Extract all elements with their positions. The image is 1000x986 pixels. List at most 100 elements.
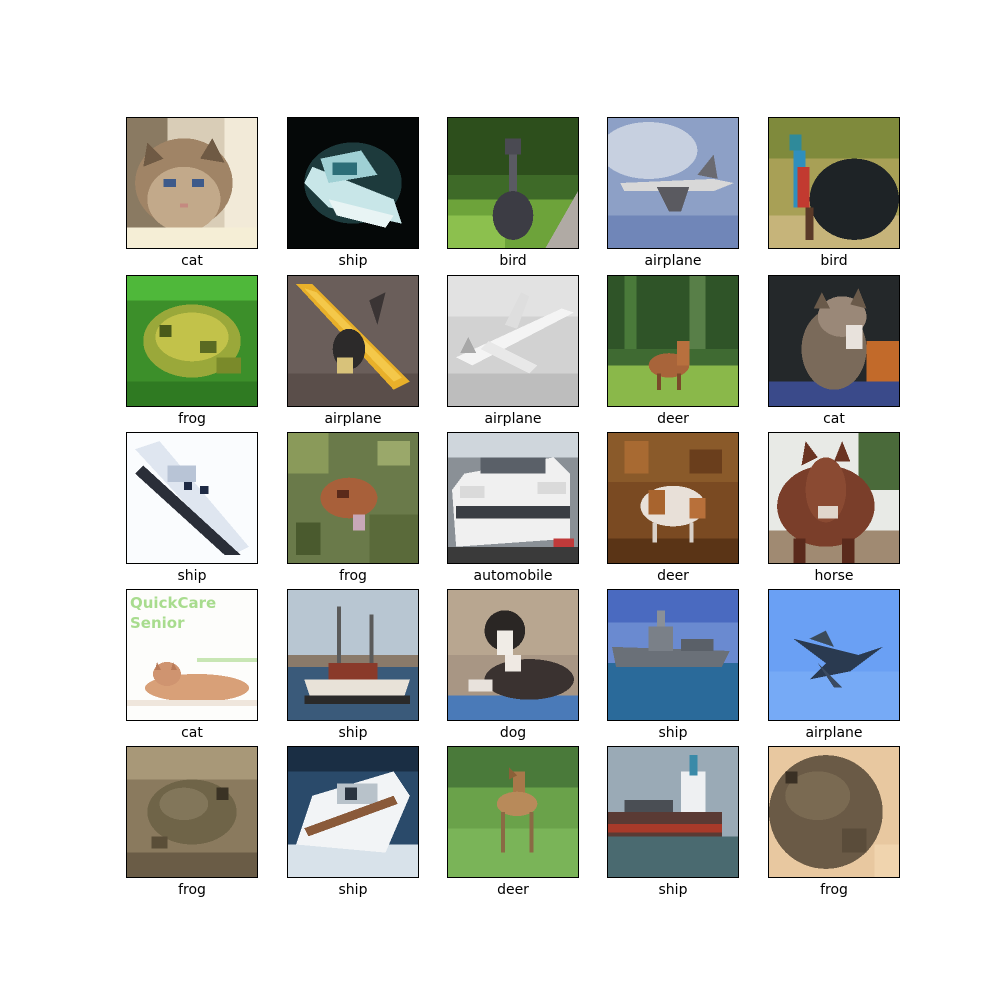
image-thumbnail	[126, 746, 258, 878]
image-thumbnail	[768, 117, 900, 249]
image-cell: deer	[607, 432, 739, 592]
white-car-photo	[448, 433, 578, 563]
image-label: airplane	[805, 725, 863, 741]
image-label: ship	[177, 568, 207, 584]
cassowary-photo	[769, 118, 899, 248]
image-thumbnail	[447, 746, 579, 878]
fawn-grass-photo	[448, 747, 578, 877]
image-thumbnail	[607, 117, 739, 249]
warship-photo	[608, 590, 738, 720]
speedboat-photo	[288, 747, 418, 877]
image-thumbnail	[768, 275, 900, 407]
dog-lying-photo	[448, 590, 578, 720]
ad-text-line-1: QuickCare	[130, 594, 216, 612]
jet-sky-photo	[608, 118, 738, 248]
image-thumbnail	[126, 117, 258, 249]
image-cell: airplane	[607, 117, 739, 277]
image-cell: bird	[447, 117, 579, 277]
brown-toad-photo	[127, 747, 257, 877]
image-cell: dog	[447, 589, 579, 749]
frog-leaves-photo	[288, 433, 418, 563]
image-label: cat	[823, 411, 845, 427]
image-label: deer	[657, 411, 689, 427]
image-label: airplane	[484, 411, 542, 427]
jet-blue-sky-photo	[769, 590, 899, 720]
image-cell: bird	[768, 117, 900, 277]
image-label: ship	[658, 882, 688, 898]
ostrich-photo	[448, 118, 578, 248]
grey-airliner-photo	[448, 276, 578, 406]
image-thumbnail	[607, 275, 739, 407]
image-cell: frog	[287, 432, 419, 592]
image-cell: frog	[768, 746, 900, 906]
image-label: frog	[820, 882, 848, 898]
image-thumbnail	[607, 432, 739, 564]
image-thumbnail	[607, 589, 739, 721]
image-thumbnail	[287, 746, 419, 878]
image-cell: frog	[126, 746, 258, 906]
image-cell: horse	[768, 432, 900, 592]
image-cell: QuickCare Senior cat	[126, 589, 258, 749]
image-cell: airplane	[447, 275, 579, 435]
image-thumbnail	[447, 275, 579, 407]
image-thumbnail	[447, 432, 579, 564]
yellow-plane-photo	[288, 276, 418, 406]
image-label: airplane	[324, 411, 382, 427]
image-label: frog	[339, 568, 367, 584]
image-thumbnail	[768, 589, 900, 721]
image-label: ship	[338, 882, 368, 898]
deer-brown-photo	[608, 433, 738, 563]
cat-dark-photo	[769, 276, 899, 406]
boat-photo	[288, 118, 418, 248]
image-cell: ship	[607, 746, 739, 906]
cargo-ship-photo	[608, 747, 738, 877]
image-label: ship	[338, 253, 368, 269]
image-thumbnail	[126, 432, 258, 564]
image-thumbnail	[287, 432, 419, 564]
horse-photo	[769, 433, 899, 563]
image-cell: automobile	[447, 432, 579, 592]
ad-text-line-2: Senior	[130, 614, 185, 632]
image-label: deer	[657, 568, 689, 584]
harbor-boat-photo	[288, 590, 418, 720]
image-thumbnail	[768, 432, 900, 564]
image-thumbnail	[768, 746, 900, 878]
image-thumbnail	[607, 746, 739, 878]
deer-forest-photo	[608, 276, 738, 406]
image-label: frog	[178, 411, 206, 427]
image-thumbnail	[126, 275, 258, 407]
image-cell: frog	[126, 275, 258, 435]
image-cell: airplane	[768, 589, 900, 749]
image-cell: cat	[126, 117, 258, 277]
image-label: deer	[497, 882, 529, 898]
image-label: ship	[338, 725, 368, 741]
image-label: airplane	[644, 253, 702, 269]
image-cell: ship	[126, 432, 258, 592]
image-thumbnail: QuickCare Senior	[126, 589, 258, 721]
image-label: bird	[820, 253, 848, 269]
image-cell: ship	[287, 117, 419, 277]
image-label: bird	[499, 253, 527, 269]
image-cell: ship	[287, 746, 419, 906]
white-boat-photo	[127, 433, 257, 563]
image-thumbnail	[447, 117, 579, 249]
toad-closeup-photo	[769, 747, 899, 877]
image-cell: airplane	[287, 275, 419, 435]
image-label: frog	[178, 882, 206, 898]
kitten-photo	[127, 118, 257, 248]
image-label: dog	[499, 725, 527, 741]
green-frog-photo	[127, 276, 257, 406]
image-label: cat	[181, 253, 203, 269]
image-label: horse	[814, 568, 854, 584]
image-thumbnail	[287, 275, 419, 407]
image-label: automobile	[473, 568, 553, 584]
image-cell: ship	[287, 589, 419, 749]
image-thumbnail	[447, 589, 579, 721]
image-label: ship	[658, 725, 688, 741]
cat-ad-photo: QuickCare Senior	[127, 590, 257, 720]
image-cell: deer	[607, 275, 739, 435]
image-thumbnail	[287, 117, 419, 249]
image-cell: ship	[607, 589, 739, 749]
image-cell: deer	[447, 746, 579, 906]
image-label: cat	[181, 725, 203, 741]
